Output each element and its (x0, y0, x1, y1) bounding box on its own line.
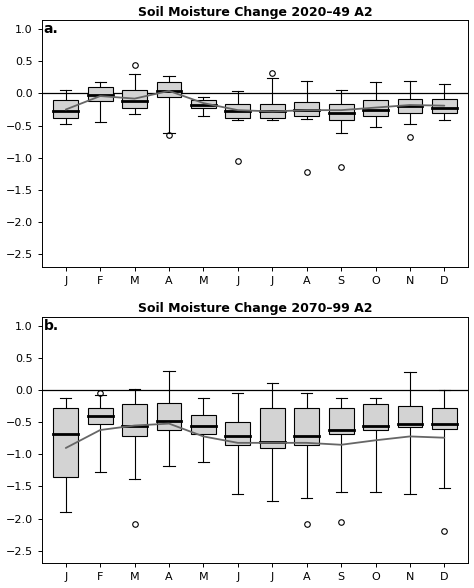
Bar (294, 408, 319, 445)
Bar (432, 99, 457, 113)
Bar (260, 408, 285, 448)
Bar (54, 408, 78, 477)
Bar (156, 82, 182, 96)
Bar (54, 100, 78, 118)
Bar (294, 102, 319, 116)
Bar (191, 100, 216, 108)
Bar (191, 415, 216, 434)
Bar (329, 103, 354, 121)
Bar (432, 408, 457, 429)
Text: b.: b. (44, 319, 59, 333)
Bar (363, 100, 388, 116)
Bar (226, 103, 250, 118)
Bar (398, 406, 422, 427)
Bar (329, 408, 354, 434)
Bar (398, 99, 422, 113)
Title: Soil Moisture Change 2020–49 A2: Soil Moisture Change 2020–49 A2 (138, 5, 373, 19)
Bar (260, 103, 285, 118)
Bar (88, 408, 113, 423)
Bar (226, 422, 250, 445)
Bar (122, 405, 147, 436)
Text: a.: a. (44, 22, 59, 36)
Title: Soil Moisture Change 2070–99 A2: Soil Moisture Change 2070–99 A2 (138, 302, 372, 315)
Bar (122, 91, 147, 108)
Bar (363, 405, 388, 430)
Bar (156, 403, 182, 430)
Bar (88, 87, 113, 101)
